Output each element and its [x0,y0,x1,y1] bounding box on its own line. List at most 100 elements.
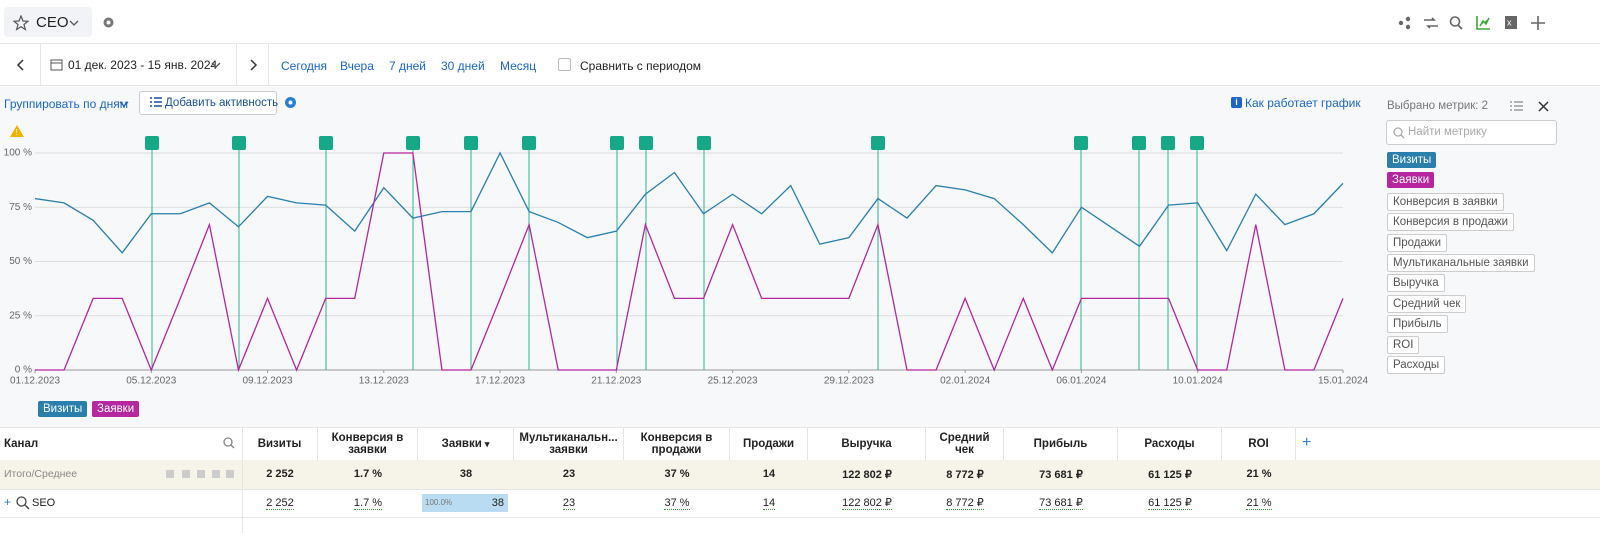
metric-active[interactable]: Визиты [1387,152,1437,168]
search-icon [16,496,30,510]
cell-text: 14 [762,468,776,480]
column-header[interactable]: Визиты [242,428,318,460]
activity-marker [464,136,478,150]
x-tick-label: 15.01.2024 [1318,376,1368,387]
share-label: 100.0% [425,498,453,507]
column-header[interactable]: ROI [1222,428,1296,460]
cell-value[interactable]: 21 % [1222,489,1296,517]
metric-search[interactable] [1386,120,1557,145]
cell-text[interactable]: 8 772 ₽ [946,497,984,510]
cell-value: 38 [418,460,514,488]
date-range[interactable]: 01 дек. 2023 - 15 янв. 2024 [68,58,218,72]
column-header[interactable]: Продажи [730,428,808,460]
row-tools[interactable] [166,468,236,480]
cell-text: 2 252 [266,468,294,480]
activity-marker [406,136,420,150]
channel-name: Итого/Среднее [4,468,78,480]
cell-value[interactable]: 2 252 [242,489,318,517]
cell-text[interactable]: 61 125 ₽ [1148,497,1192,510]
cell-value[interactable]: 23 [514,489,624,517]
cell-value[interactable]: 1.7 % [318,489,418,517]
activity-marker [1190,136,1204,150]
cell-value[interactable]: 14 [730,489,808,517]
compare-label: Сравнить с периодом [580,59,702,73]
next-period[interactable] [247,59,259,71]
cell-text[interactable]: 73 681 ₽ [1039,497,1083,510]
y-tick-label: 100 % [4,148,32,159]
how-it-works[interactable]: Как работает график [1245,96,1361,110]
prev-period[interactable] [15,59,27,71]
row-border [0,489,1600,490]
cell-text[interactable]: 21 % [1246,496,1272,510]
metric-option[interactable]: Выручка [1387,274,1445,293]
x-tick-label: 25.12.2023 [708,376,758,387]
legend-item[interactable]: Визиты [38,401,88,417]
toolbar-icons[interactable]: x [1392,14,1552,32]
column-header[interactable]: Выручка [808,428,926,460]
quick-period[interactable]: 7 дней [389,59,427,73]
expand-row[interactable]: + [4,495,12,509]
metric-option[interactable]: Конверсия в продажи [1387,213,1515,232]
chart-settings[interactable] [284,96,297,109]
top-bar [0,0,1600,44]
cell-value: 1.7 % [318,460,418,488]
cell-text[interactable]: 122 802 ₽ [842,497,892,510]
chevron [211,62,221,68]
group-by[interactable]: Группировать по дням [4,97,129,111]
column-header[interactable]: Конверсия в продажи [624,428,730,460]
quick-period[interactable]: Сегодня [281,59,327,73]
cell-text: 61 125 ₽ [1148,468,1192,481]
column-header[interactable]: Средний чек [926,428,1004,460]
column-header[interactable]: Конверсия в заявки [318,428,418,460]
metric-active[interactable]: Заявки [1387,172,1435,189]
column-header[interactable]: Прибыль [1004,428,1118,460]
metric-option[interactable]: Продажи [1387,233,1448,252]
cell-value[interactable]: 61 125 ₽ [1118,489,1222,517]
metric-option[interactable]: Конверсия в заявки [1387,192,1504,211]
cell-text: 1.7 % [353,468,383,480]
panel-icons[interactable] [1510,101,1550,113]
settings-icon[interactable] [101,15,116,30]
quick-period[interactable]: Месяц [500,59,537,73]
warning-icon: ! [10,125,24,137]
cell-text[interactable]: 14 [762,496,776,510]
search-icon[interactable] [223,437,235,449]
metrics-count: Выбрано метрик: 2 [1387,100,1489,112]
share-bar [422,494,508,512]
column-header[interactable]: Заявки ▾ [418,428,514,460]
metric-option[interactable]: Расходы [1387,356,1446,374]
quick-period[interactable]: 30 дней [441,59,485,73]
metric-option[interactable]: Средний чек [1387,294,1467,313]
y-tick-label: 25 % [9,310,32,321]
activity-marker [145,136,159,150]
cell-text[interactable]: 1.7 % [353,496,383,510]
cell-text[interactable]: 2 252 [266,496,294,510]
cell-value[interactable]: 73 681 ₽ [1004,489,1118,517]
cell-value[interactable]: 37 % [624,489,730,517]
x-tick-label: 09.12.2023 [243,376,293,387]
add-column[interactable]: + [1302,434,1312,451]
table-border [0,427,1600,428]
legend-item[interactable]: Заявки [92,401,140,417]
metric-option[interactable]: ROI [1387,335,1420,354]
add-activity-button[interactable] [139,91,277,115]
x-tick-label: 06.01.2024 [1056,376,1106,387]
compare-checkbox[interactable] [558,58,571,71]
cell-value: 61 125 ₽ [1118,460,1222,488]
activity-marker [1074,136,1088,150]
column-header[interactable]: Расходы [1118,428,1222,460]
activity-marker [1132,136,1146,150]
column-header[interactable]: Канал [4,438,39,450]
cell-text[interactable]: 37 % [664,496,690,510]
search-icon [1393,127,1405,139]
cell-value[interactable]: 122 802 ₽ [808,489,926,517]
column-header[interactable]: Мультиканальн... заявки [514,428,624,460]
metric-option[interactable]: Мультиканальные заявки [1387,254,1535,272]
metric-option[interactable]: Прибыль [1387,315,1448,334]
total-row [0,460,1600,489]
cell-value[interactable]: 8 772 ₽ [926,489,1004,517]
column-border [242,428,243,533]
cell-text[interactable]: 23 [562,496,576,510]
quick-period[interactable]: Вчера [340,59,374,73]
